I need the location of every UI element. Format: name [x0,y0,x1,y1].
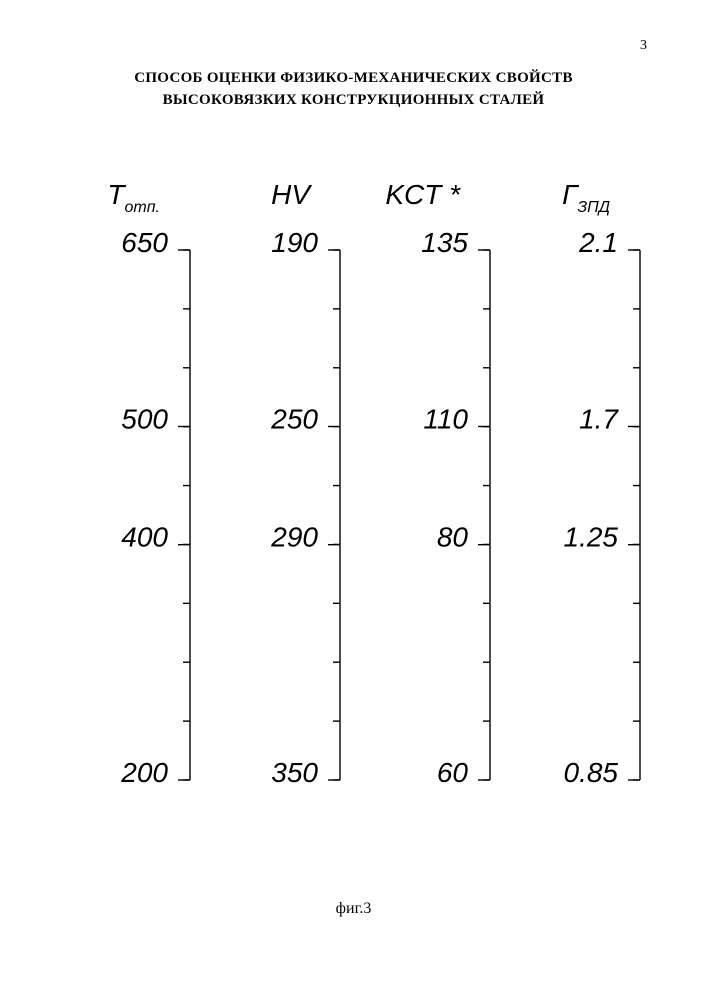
axis-label: 60 [437,757,469,788]
axis-label: 0.85 [564,757,619,788]
axis-label: 350 [271,757,318,788]
axis-label: 200 [120,757,168,788]
axis-header: HV [271,179,312,210]
title-line-2: ВЫСОКОВЯЗКИХ КОНСТРУКЦИОННЫХ СТАЛЕЙ [163,92,545,108]
title-line-1: СПОСОБ ОЦЕНКИ ФИЗИКО-МЕХАНИЧЕСКИХ СВОЙСТ… [134,70,573,86]
axis-label: 2.1 [578,227,618,258]
axis-label: 190 [271,227,318,258]
axis-label: 250 [270,403,318,434]
axis-label: 290 [270,522,318,553]
nomogram-figure: Tотп. 650 500 400 200 HV 190 250 290 350 KCT * 135 1… [65,170,655,810]
axis-header: Tотп. [107,179,160,216]
figure-caption: фиг.3 [0,900,707,918]
axis-label: 650 [121,227,168,258]
axis-label: 135 [421,227,468,258]
page-number: 3 [640,38,647,54]
axis-label: 1.7 [579,403,619,434]
axis-header: KCT * [385,179,461,210]
axis-label: 500 [121,403,168,434]
page-title: СПОСОБ ОЦЕНКИ ФИЗИКО-МЕХАНИЧЕСКИХ СВОЙСТ… [0,68,707,112]
axis-label: 1.25 [564,522,619,553]
axis-label: 400 [121,522,168,553]
axis-header: ГЗПД [562,179,610,216]
axis-label: 110 [423,403,468,434]
axis-label: 80 [437,522,469,553]
